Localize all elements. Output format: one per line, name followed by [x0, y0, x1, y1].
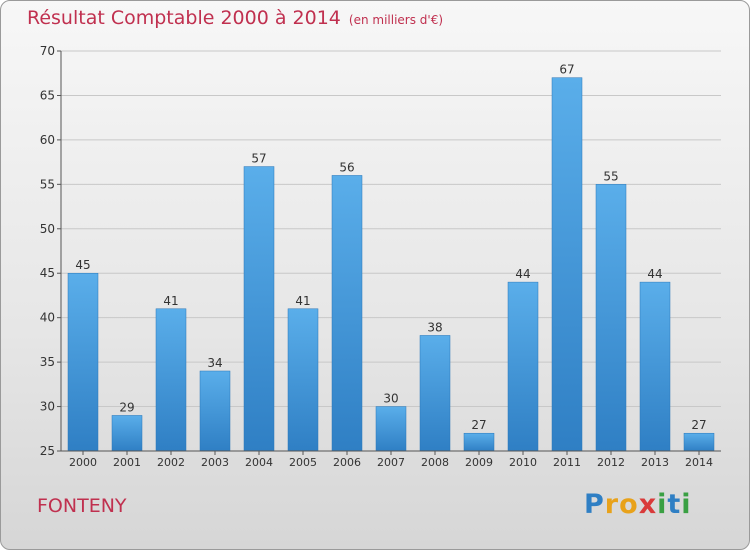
x-tick-label-2002: 2002 [157, 456, 185, 469]
bar-2003 [199, 370, 231, 452]
proxiti-logo: Proxiti [584, 489, 692, 520]
y-tick-label: 40 [40, 311, 55, 325]
x-tick-label-2005: 2005 [289, 456, 317, 469]
logo-letter: i [657, 489, 668, 520]
data-label-2005: 41 [295, 294, 310, 308]
y-tick-label: 70 [40, 44, 55, 58]
bar-2012 [595, 184, 627, 452]
x-tick-label-2007: 2007 [377, 456, 405, 469]
bar-2010 [507, 281, 539, 452]
logo-letter: o [619, 489, 639, 520]
y-tick-label: 50 [40, 222, 55, 236]
x-tick-label-2001: 2001 [113, 456, 141, 469]
bar-2004 [243, 166, 275, 452]
y-tick-label: 60 [40, 133, 55, 147]
y-tick-label: 35 [40, 355, 55, 369]
bar-2000 [67, 272, 99, 452]
x-tick-label-2014: 2014 [685, 456, 713, 469]
x-tick-label-2004: 2004 [245, 456, 273, 469]
y-tick-label: 65 [40, 88, 55, 102]
x-tick-label-2000: 2000 [69, 456, 97, 469]
chart-title-text: Résultat Comptable 2000 à 2014 [27, 7, 341, 29]
x-tick-label-2003: 2003 [201, 456, 229, 469]
x-tick-label-2011: 2011 [553, 456, 581, 469]
data-label-2004: 57 [251, 152, 266, 166]
data-label-2012: 55 [603, 169, 618, 183]
data-label-2000: 45 [75, 258, 90, 272]
data-label-2006: 56 [339, 160, 354, 174]
data-label-2007: 30 [383, 392, 398, 406]
x-tick-label-2006: 2006 [333, 456, 361, 469]
bar-2001 [111, 415, 143, 452]
bar-2006 [331, 175, 363, 452]
x-tick-label-2010: 2010 [509, 456, 537, 469]
bar-2011 [551, 77, 583, 452]
bar-2013 [639, 281, 671, 452]
labels: 25 30 35 40 45 50 55 60 65 70 45 2000 29 2001 41 2002 34… [40, 44, 713, 469]
x-tick-label-2008: 2008 [421, 456, 449, 469]
x-tick-label-2009: 2009 [465, 456, 493, 469]
bar-2009 [463, 432, 495, 452]
logo-letter: t [667, 489, 682, 520]
y-tick-label: 25 [40, 444, 55, 458]
data-label-2002: 41 [163, 294, 178, 308]
x-tick-label-2013: 2013 [641, 456, 669, 469]
bar-2007 [375, 406, 407, 452]
logo-letter: r [604, 489, 620, 520]
logo-letter: x [638, 489, 658, 520]
data-label-2003: 34 [207, 356, 222, 370]
x-tick-label-2012: 2012 [597, 456, 625, 469]
data-label-2013: 44 [647, 267, 662, 281]
y-tick-label: 30 [40, 400, 55, 414]
data-label-2001: 29 [119, 400, 134, 414]
axes [57, 50, 721, 455]
y-tick-label: 55 [40, 177, 55, 191]
location-name: FONTENY [37, 495, 127, 517]
bar-2002 [155, 308, 187, 452]
bar-2005 [287, 308, 319, 452]
chart-subtitle: (en milliers d'€) [348, 13, 444, 27]
bars [67, 77, 715, 452]
logo-letter: P [584, 489, 605, 520]
data-label-2009: 27 [471, 418, 486, 432]
y-tick-label: 45 [40, 266, 55, 280]
data-label-2014: 27 [691, 418, 706, 432]
data-label-2010: 44 [515, 267, 530, 281]
data-label-2008: 38 [427, 320, 442, 334]
data-label-2011: 67 [559, 63, 574, 77]
bar-2008 [419, 335, 451, 452]
logo-letter: i [681, 489, 692, 520]
bar-2014 [683, 432, 715, 452]
chart-title: Résultat Comptable 2000 à 2014 (en millie… [27, 7, 443, 29]
